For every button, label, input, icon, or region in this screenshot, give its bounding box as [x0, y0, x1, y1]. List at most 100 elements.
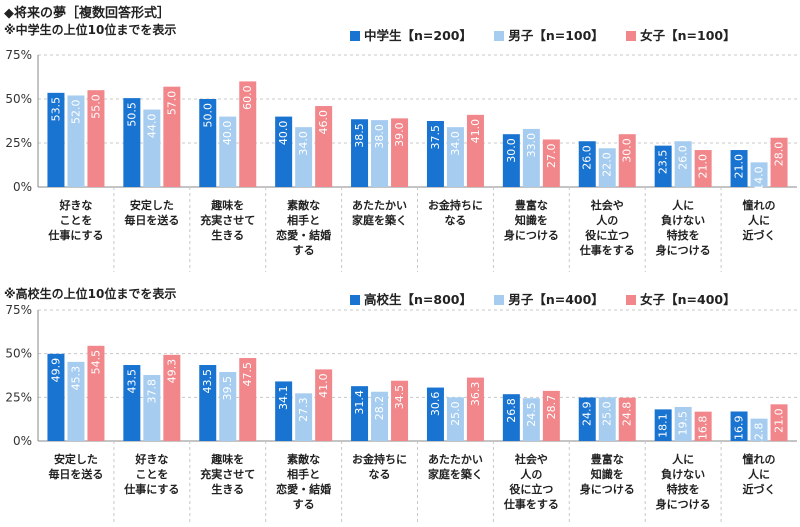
bar-value-label: 34.0	[297, 131, 310, 156]
bar	[654, 145, 672, 187]
chart2-legend: 高校生【n=800】 男子【n=400】 女子【n=400】	[350, 289, 754, 308]
legend-item: 中学生【n=200】	[350, 25, 472, 44]
bar	[750, 418, 768, 441]
bar-value-label: 28.7	[545, 395, 558, 420]
y-tick-label: 0%	[13, 434, 32, 448]
bar	[47, 353, 65, 441]
bar-value-label: 23.5	[657, 150, 670, 175]
category-label: 安定した毎日を送る	[124, 198, 179, 227]
bar-value-label: 43.5	[201, 369, 214, 394]
bar-value-label: 26.0	[677, 145, 690, 170]
chart2-plot: 0% 25% 50% 75% 49.9 45.3 54.5 安定した毎日を送る 43.5 37.8…	[5, 303, 797, 525]
bar-value-label: 47.5	[241, 362, 254, 387]
legend-item: 男子【n=400】	[494, 289, 604, 308]
bar-value-label: 60.0	[241, 85, 254, 110]
bar-value-label: 34.0	[449, 131, 462, 156]
category-label: 豊富な知識を身につける	[580, 452, 635, 496]
category-label: あたたかい家庭を築く	[352, 199, 407, 227]
bar	[315, 106, 333, 187]
bar-value-label: 40.0	[221, 121, 234, 146]
bar-value-label: 54.5	[89, 350, 102, 375]
bar-value-label: 16.9	[733, 415, 746, 440]
bar	[123, 98, 141, 187]
bar-value-label: 50.0	[201, 103, 214, 128]
bar	[466, 377, 484, 441]
bar-value-label: 57.0	[165, 91, 178, 116]
bar-value-label: 43.5	[125, 369, 138, 394]
bar	[578, 141, 596, 187]
bar-value-label: 34.5	[393, 385, 406, 410]
category-label: 好きなことを仕事にする	[123, 452, 179, 496]
bar	[446, 397, 464, 441]
bar-value-label: 27.3	[297, 397, 310, 422]
bar	[199, 99, 217, 187]
bar-value-label: 37.8	[145, 379, 158, 404]
y-tick-label: 75%	[5, 303, 32, 317]
bar-value-label: 21.0	[697, 154, 710, 179]
category-label: 人に負けない特技を身につける	[656, 198, 711, 257]
bar-value-label: 30.0	[621, 138, 634, 163]
bar	[522, 398, 540, 441]
bar	[371, 391, 389, 441]
bar	[87, 345, 105, 441]
bar	[295, 393, 313, 441]
legend-label: 男子【n=100】	[508, 28, 604, 43]
bar-value-label: 28.0	[773, 142, 786, 167]
bar	[163, 86, 181, 187]
category-label: 憧れの人に近づく	[743, 452, 776, 496]
bar	[47, 92, 65, 187]
bar	[143, 109, 161, 187]
category-label: 趣味を充実させて生きる	[200, 198, 255, 242]
bar-value-label: 22.0	[601, 152, 614, 177]
bar	[67, 95, 85, 187]
chart1-subtitle: ※中学生の上位10位までを表示	[4, 23, 177, 37]
bar	[426, 387, 444, 441]
bar	[730, 150, 748, 187]
bar	[542, 139, 560, 187]
bar-value-label: 19.5	[677, 411, 690, 436]
bar-value-label: 46.0	[317, 110, 330, 135]
bar-value-label: 31.4	[353, 390, 366, 415]
category-label: 豊富な知識を身につける	[504, 198, 559, 242]
category-label: 人に負けない特技を身につける	[656, 452, 711, 511]
y-tick-label: 75%	[5, 48, 32, 62]
bar	[466, 114, 484, 187]
bar	[239, 358, 257, 441]
legend-item: 女子【n=400】	[626, 289, 736, 308]
bar	[426, 121, 444, 187]
bar	[674, 406, 692, 441]
bar-value-label: 16.8	[697, 416, 710, 441]
bar	[770, 137, 788, 187]
bar-value-label: 24.5	[525, 402, 538, 427]
bar-value-label: 49.3	[165, 359, 178, 384]
bar	[275, 381, 293, 441]
bar	[219, 372, 237, 441]
legend-swatch	[350, 295, 360, 305]
category-label: 憧れの人に近づく	[743, 198, 776, 242]
bar	[694, 411, 712, 441]
category-label: 素敵な相手と恋愛・結婚する	[276, 452, 331, 511]
bar-value-label: 40.0	[277, 121, 290, 146]
legend-swatch	[494, 295, 505, 305]
category-label: 社会や人の役に立つ仕事をする	[503, 452, 559, 511]
category-label: 安定した毎日を送る	[48, 452, 103, 481]
bar-value-label: 37.5	[429, 125, 442, 150]
category-label: お金持ちになる	[352, 452, 407, 481]
bar	[446, 127, 464, 187]
bar-value-label: 24.8	[621, 402, 634, 427]
bar	[391, 380, 409, 441]
chart2-subtitle: ※高校生の上位10位までを表示	[4, 287, 177, 301]
bar-value-label: 49.9	[49, 358, 62, 382]
bar	[351, 386, 369, 441]
legend-label: 女子【n=100】	[640, 28, 736, 43]
bar-value-label: 26.0	[581, 145, 594, 170]
bar	[219, 116, 237, 187]
bar	[295, 127, 313, 187]
bar	[67, 361, 85, 441]
y-tick-label: 25%	[5, 136, 32, 150]
bar	[371, 120, 389, 187]
category-label: あたたかい家庭を築く	[428, 453, 483, 481]
bar-value-label: 55.0	[89, 94, 102, 119]
category-label: 好きなことを仕事にする	[47, 198, 103, 242]
bar-value-label: 14.0	[753, 166, 766, 191]
